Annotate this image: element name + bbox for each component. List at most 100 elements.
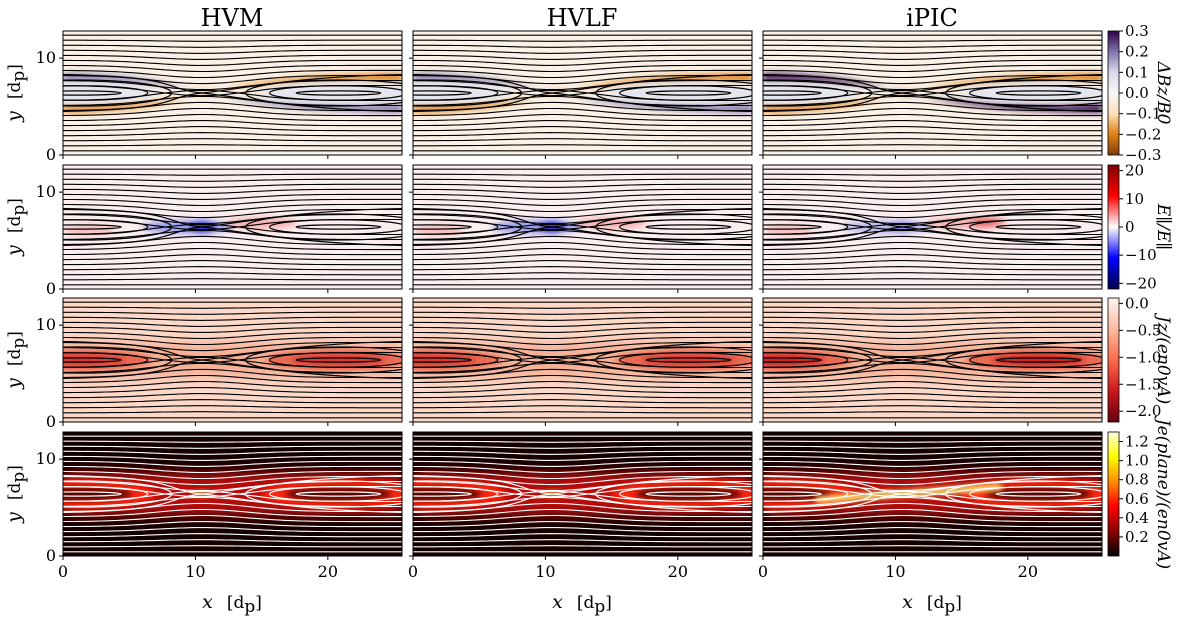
field-line-lower-1 (413, 229, 752, 241)
y-tick-label: 0 (46, 546, 56, 565)
island-contour-1-2 (995, 357, 1082, 363)
field-line-lower-7 (63, 533, 402, 538)
island-contour-0-2 (763, 224, 822, 230)
panel-r0-c2 (763, 31, 1102, 155)
colorbar-tick-label: 0.2 (1125, 43, 1149, 61)
field-line-lower-3 (413, 374, 752, 384)
island-contour-0-1 (63, 85, 149, 101)
field-line-lower-4 (63, 247, 402, 256)
island-interior (413, 81, 509, 105)
field-line-upper-9 (63, 306, 402, 309)
field-line-upper-7 (63, 183, 402, 188)
separatrix-b (413, 340, 752, 380)
island-core (992, 354, 1085, 366)
x-tick-label: 10 (185, 562, 205, 581)
colorbar-tick-label: −0.1 (1125, 105, 1161, 123)
field-line-lower-7 (413, 399, 752, 404)
island-contour-0-1 (413, 352, 499, 368)
x-axis-unit: [d (577, 593, 595, 613)
x-axis-label-col-1: x [dp] (552, 591, 612, 617)
field-line-lower-8 (63, 539, 402, 543)
field-line-upper-8 (63, 445, 402, 449)
x-tick-label: 0 (758, 562, 768, 581)
field-line-upper-8 (763, 44, 1102, 48)
island-contour-0-1 (63, 219, 149, 235)
field-line-upper-4 (763, 64, 1102, 73)
field-line-lower-3 (63, 241, 402, 251)
field-line-lower-5 (413, 120, 752, 127)
field-line-upper-9 (763, 306, 1102, 309)
x-tick-label: 10 (885, 562, 905, 581)
island-dark-core (763, 487, 832, 501)
island-dark-core (285, 487, 392, 501)
field-line-lower-7 (413, 533, 752, 538)
y-axis-symbol: y (3, 245, 25, 257)
island-contour-1-1 (968, 352, 1102, 368)
field-line-upper-3 (413, 470, 752, 480)
field-line-lower-4 (413, 514, 752, 523)
y-axes-group: 0 10 0 10 0 10 0 10 (36, 48, 763, 565)
field-line-lower-6 (413, 527, 752, 533)
field-line-lower-9 (763, 278, 1102, 281)
field-line-upper-1 (763, 79, 1102, 91)
field-line-lower-4 (413, 113, 752, 122)
field-line-lower-9 (413, 144, 752, 147)
island-contour-0-1 (63, 486, 149, 502)
island-contour-0-2 (63, 90, 122, 96)
island-contour-1-2 (995, 491, 1082, 497)
field-line-lower-4 (413, 380, 752, 389)
island-contour-1-1 (268, 486, 402, 502)
island-contour-0-0 (63, 480, 173, 508)
field-line-upper-9 (413, 39, 752, 42)
field-line-upper-5 (763, 59, 1102, 66)
island-contour-0-2 (413, 357, 472, 363)
field-line-lower-7 (763, 399, 1102, 404)
field-line-upper-8 (63, 44, 402, 48)
x-axis-unit-sub: p (594, 597, 605, 617)
panel-frame (62, 164, 403, 290)
y-tick-label: 10 (36, 449, 56, 468)
panel-r2-c1 (413, 298, 752, 422)
island-core (63, 354, 126, 366)
field-line-lower-6 (63, 126, 402, 132)
column-title-hvm: HVM (201, 4, 264, 32)
field-line-upper-6 (763, 321, 1102, 327)
field-line-lower-4 (763, 247, 1102, 256)
field-line-lower-9 (413, 278, 752, 281)
field-line-upper-6 (763, 54, 1102, 60)
field-line-lower-5 (63, 254, 402, 261)
colorbar-tick-label: 20 (1125, 162, 1144, 180)
field-line-lower-8 (763, 138, 1102, 142)
field-line-upper-1 (63, 79, 402, 91)
panel-frame (62, 297, 403, 423)
separatrix-b (763, 207, 1102, 247)
x-axis-unit-close: ] (955, 593, 962, 613)
field-line-upper-6 (63, 188, 402, 194)
colorbar-tick-label: −2.0 (1125, 402, 1161, 420)
colorbar-tick-label: 1.2 (1125, 433, 1149, 451)
colorbar-row-0 (1107, 30, 1120, 156)
field-line-lower-8 (63, 272, 402, 276)
y-axis-unit: [d (5, 216, 25, 234)
panel-background (413, 165, 752, 289)
field-line-lower-9 (63, 144, 402, 147)
colorbar-tick-label: 0.6 (1125, 490, 1149, 508)
field-line-upper-6 (413, 321, 752, 327)
colorbar-label-row-3: Je(plane)/(en0vA) (1153, 416, 1173, 569)
island-contour-0-0 (413, 213, 523, 241)
island-contour-0-1 (763, 486, 849, 502)
field-line-upper-4 (763, 331, 1102, 340)
field-line-upper-6 (63, 455, 402, 461)
separatrix-b (63, 207, 402, 247)
field-line-lower-1 (63, 496, 402, 508)
field-blob-negative (492, 220, 583, 234)
y-tick-label: 0 (46, 279, 56, 298)
field-line-lower-5 (763, 120, 1102, 127)
panel-r1-c0 (63, 165, 402, 289)
field-line-upper-3 (763, 69, 1102, 79)
y-axis-unit: [d (5, 82, 25, 100)
field-line-upper-6 (413, 54, 752, 60)
field-line-upper-6 (413, 188, 752, 194)
field-line-lower-7 (763, 266, 1102, 271)
field-line-upper-5 (63, 460, 402, 467)
